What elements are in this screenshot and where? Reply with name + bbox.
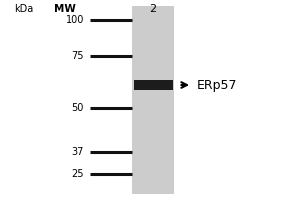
Text: 75: 75 [71,51,84,61]
Bar [134,80,172,90]
Text: 37: 37 [72,147,84,157]
Bar [132,6,174,194]
Text: MW: MW [54,4,75,14]
Text: 100: 100 [66,15,84,25]
Text: 50: 50 [72,103,84,113]
Text: 25: 25 [71,169,84,179]
Text: ERp57: ERp57 [196,79,237,92]
Text: kDa: kDa [14,4,34,14]
Text: 2: 2 [149,4,157,14]
